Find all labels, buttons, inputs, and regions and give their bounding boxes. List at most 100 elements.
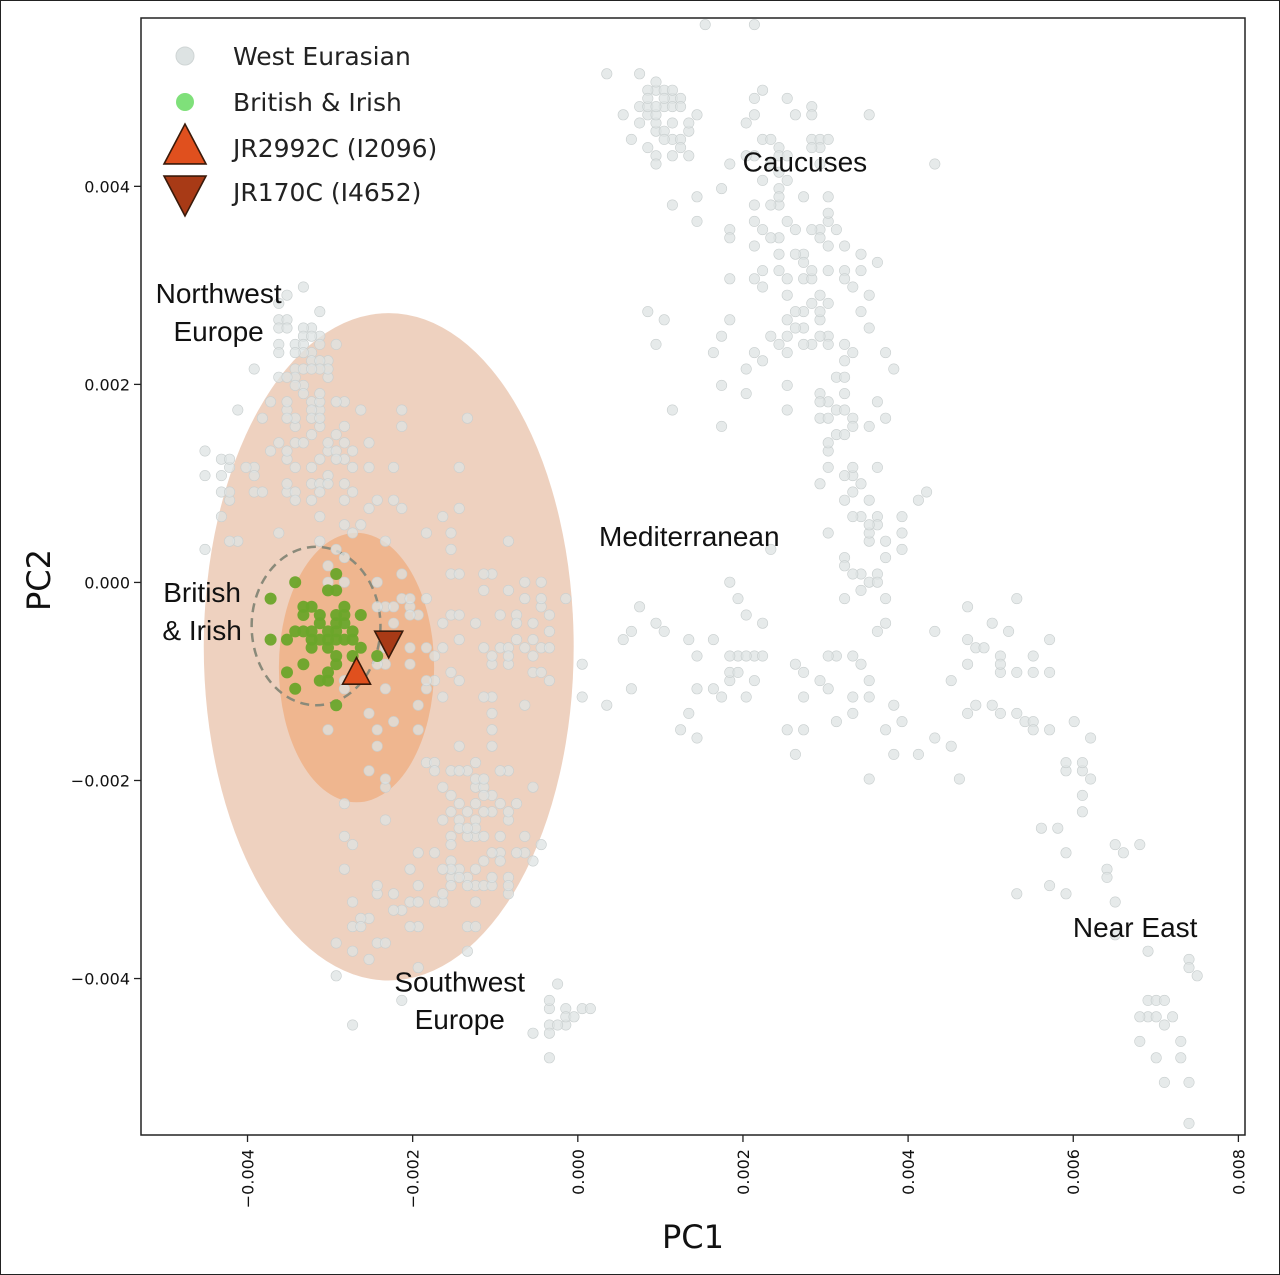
west-eurasian-point xyxy=(502,535,514,547)
british-irish-point xyxy=(354,609,367,621)
west-eurasian-point xyxy=(748,675,760,687)
west-eurasian-point xyxy=(945,675,957,687)
legend-label: British & Irish xyxy=(233,88,402,117)
west-eurasian-point xyxy=(396,420,408,432)
west-eurasian-point xyxy=(740,150,752,162)
west-eurasian-point xyxy=(814,330,826,342)
british-irish-point xyxy=(338,600,351,613)
west-eurasian-point xyxy=(814,478,826,490)
british-irish-point xyxy=(313,633,326,646)
annotation-layer: Caucuses Northwest Europe Mediterranean Brit… xyxy=(156,146,1198,1035)
west-eurasian-point xyxy=(716,379,728,391)
west-eurasian-point xyxy=(1117,847,1129,859)
west-eurasian-point xyxy=(683,117,695,129)
west-eurasian-point xyxy=(1109,896,1121,908)
west-eurasian-point xyxy=(847,347,859,359)
x-axis-title: PC1 xyxy=(662,1218,724,1256)
west-eurasian-point xyxy=(748,347,760,359)
west-eurasian-point xyxy=(765,158,777,170)
legend-marker-jr170c xyxy=(162,175,208,218)
west-eurasian-point xyxy=(847,281,859,293)
west-eurasian-point xyxy=(847,568,859,580)
west-eurasian-point xyxy=(519,642,531,654)
west-eurasian-point xyxy=(716,691,728,703)
west-eurasian-point xyxy=(1183,962,1195,974)
west-eurasian-point xyxy=(880,412,892,424)
x-tick-label: −0.004 xyxy=(239,1149,258,1208)
y-tick-label: 0.004 xyxy=(84,177,130,196)
west-eurasian-point xyxy=(543,609,555,621)
west-eurasian-point xyxy=(437,863,449,875)
west-eurasian-point xyxy=(781,273,793,285)
west-eurasian-point xyxy=(1191,970,1203,982)
west-eurasian-point xyxy=(388,601,400,613)
west-eurasian-point xyxy=(543,642,555,654)
british-irish-point xyxy=(305,600,318,613)
west-eurasian-point xyxy=(314,338,326,350)
west-eurasian-point xyxy=(839,371,851,383)
british-irish-point xyxy=(322,625,334,638)
axis-layer: −0.004 −0.002 0.000 0.002 0.004 0.006 0.008 0.0… xyxy=(71,177,1249,1208)
west-eurasian-point xyxy=(429,765,441,777)
west-eurasian-point xyxy=(486,740,498,752)
british-irish-point xyxy=(322,633,334,646)
west-eurasian-point xyxy=(314,511,326,523)
west-eurasian-point xyxy=(289,494,301,506)
west-eurasian-point xyxy=(748,215,760,227)
west-eurasian-point xyxy=(773,338,785,350)
west-eurasian-point xyxy=(642,306,654,318)
west-eurasian-point xyxy=(839,388,851,400)
west-eurasian-point xyxy=(814,675,826,687)
british-irish-point xyxy=(297,609,310,621)
west-eurasian-point xyxy=(1158,994,1170,1006)
west-eurasian-point xyxy=(461,945,473,957)
west-eurasian-point xyxy=(527,650,539,662)
west-eurasian-point xyxy=(453,871,465,883)
west-eurasian-point xyxy=(281,412,293,424)
west-eurasian-point xyxy=(273,437,285,449)
west-eurasian-point xyxy=(297,437,309,449)
y-tick-label: 0.002 xyxy=(84,375,130,394)
west-eurasian-point xyxy=(839,593,851,605)
west-eurasian-point xyxy=(617,634,629,646)
west-eurasian-point xyxy=(494,855,506,867)
british-irish-point xyxy=(264,592,277,605)
x-tick-label: 0.004 xyxy=(899,1149,918,1195)
west-eurasian-point xyxy=(896,527,908,539)
british-irish-point xyxy=(305,633,318,646)
west-eurasian-point xyxy=(847,420,859,432)
west-eurasian-point xyxy=(543,675,555,687)
west-eurasian-point xyxy=(650,76,662,88)
west-eurasian-point xyxy=(1011,666,1023,678)
west-eurasian-point xyxy=(281,371,293,383)
west-eurasian-point xyxy=(306,429,318,441)
west-eurasian-point xyxy=(912,748,924,760)
west-eurasian-point xyxy=(765,199,777,211)
west-eurasian-point xyxy=(453,461,465,473)
west-eurasian-point xyxy=(404,642,416,654)
west-eurasian-point xyxy=(535,666,547,678)
west-eurasian-point xyxy=(880,347,892,359)
west-eurasian-point xyxy=(740,117,752,129)
west-eurasian-point xyxy=(511,847,523,859)
highlight-layer xyxy=(341,630,405,685)
west-eurasian-point xyxy=(765,232,777,244)
west-eurasian-point xyxy=(839,560,851,572)
west-eurasian-point xyxy=(707,683,719,695)
west-eurasian-point xyxy=(445,880,457,892)
west-eurasian-point xyxy=(839,240,851,252)
west-eurasian-point xyxy=(1076,757,1088,769)
british-irish-point xyxy=(330,699,343,712)
west-eurasian-point xyxy=(683,150,695,162)
west-eurasian-point xyxy=(224,486,236,498)
west-eurasian-point xyxy=(445,789,457,801)
west-eurasian-point xyxy=(962,707,974,719)
west-eurasian-point xyxy=(511,634,523,646)
west-eurasian-point xyxy=(437,814,449,826)
west-eurasian-point xyxy=(888,699,900,711)
west-eurasian-point xyxy=(683,707,695,719)
west-eurasian-point xyxy=(388,461,400,473)
west-eurasian-point xyxy=(256,486,268,498)
west-eurasian-point xyxy=(1134,1035,1146,1047)
west-eurasian-point xyxy=(379,814,391,826)
